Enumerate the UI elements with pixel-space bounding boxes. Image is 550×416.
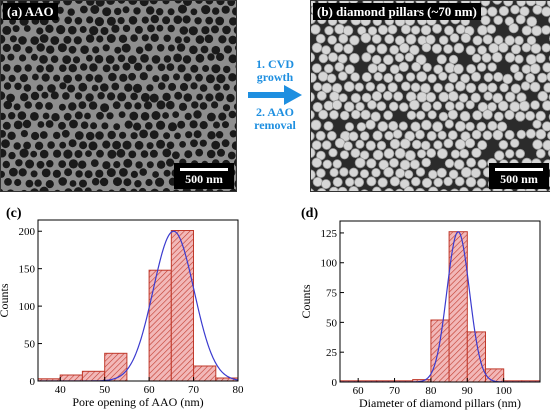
histogram-bar	[105, 353, 127, 381]
y-tick-label: 200	[19, 226, 36, 238]
panel-label-d: (d)	[301, 206, 318, 222]
scalebar-b: 500 nm	[489, 163, 549, 189]
y-axis-label: Counts	[0, 283, 11, 317]
histogram-bar	[149, 270, 171, 381]
scalebar-a-text: 500 nm	[174, 172, 234, 186]
histogram-bar	[431, 320, 449, 382]
y-tick-label: 50	[24, 339, 36, 351]
y-tick-label: 75	[326, 288, 338, 300]
process-steps: 1. CVD growth 2. AAO removal	[244, 58, 306, 132]
x-tick-label: 80	[233, 384, 245, 396]
x-tick-label: 40	[55, 384, 67, 396]
panel-label-c: (c)	[6, 206, 22, 222]
histogram-bar	[486, 369, 504, 382]
right-arrow-icon	[244, 84, 306, 106]
histogram-bar	[60, 375, 82, 381]
panel-label-a: (a) AAO	[3, 3, 58, 20]
y-tick-label: 0	[332, 377, 338, 389]
y-tick-label: 125	[321, 228, 338, 240]
scalebar-b-text: 500 nm	[489, 172, 549, 186]
y-tick-label: 50	[326, 317, 338, 329]
histogram-bar	[171, 231, 193, 382]
step-1-line-2: growth	[244, 71, 306, 84]
panel-label-b: (b) diamond pillars (~70 nm)	[313, 3, 481, 20]
histogram-bar	[194, 366, 216, 381]
scalebar-b-line	[495, 168, 543, 171]
y-tick-label: 100	[321, 258, 338, 270]
x-axis-label: Pore opening of AAO (nm)	[72, 395, 203, 409]
y-tick-label: 25	[326, 347, 338, 359]
step-2-line-2: removal	[244, 119, 306, 132]
y-tick-label: 150	[19, 264, 36, 276]
y-tick-label: 100	[19, 301, 36, 313]
gaussian-fit-line	[38, 231, 238, 381]
y-tick-label: 0	[30, 376, 36, 388]
plot-frame	[38, 220, 238, 381]
bar-group	[340, 232, 540, 382]
sem-image-diamond-pillars: (b) diamond pillars (~70 nm) 500 nm	[310, 0, 550, 192]
histogram-bar	[82, 371, 104, 381]
bar-group	[38, 231, 238, 382]
y-axis-label: Counts	[299, 284, 313, 318]
x-axis-label: Diameter of diamond pillars (nm)	[359, 396, 521, 410]
scalebar-a: 500 nm	[174, 163, 234, 189]
scalebar-a-line	[180, 168, 228, 171]
sem-image-aao: (a) AAO 500 nm	[0, 0, 237, 192]
